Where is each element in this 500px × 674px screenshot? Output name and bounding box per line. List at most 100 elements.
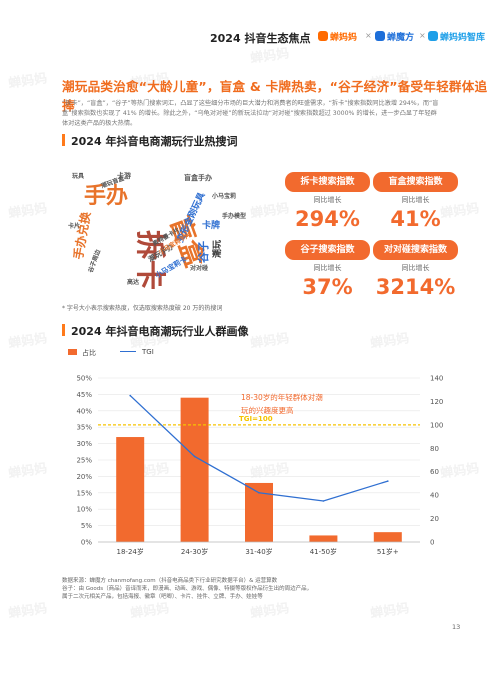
y-tick-right: 60 [430,468,439,476]
y-tick-left: 50% [76,375,92,383]
watermark-text: 蝉妈妈 [7,461,49,482]
tgi-point [193,455,196,458]
tgi-point [387,480,389,482]
section-accent-bar [62,324,65,336]
cloud-word: 手办兑换 [70,210,93,261]
x-tick-label: 31-40岁 [245,547,272,556]
watermark-text: 蝉妈妈 [7,71,49,92]
metric-label: 盲盒搜索指数 [373,172,458,192]
cloud-word: 卡片 [68,222,80,230]
y-tick-left: 25% [76,457,92,465]
intro-paragraph: “拆卡”，“盲盒”，“谷子”等热门搜索词汇，凸显了这些细分市场的巨大潜力和消费者… [62,100,439,127]
cloud-word: 玩具 [72,172,84,180]
cloud-word: 潮玩 [211,240,223,258]
y-tick-right: 140 [430,375,443,383]
watermark-text: 蝉妈妈 [7,601,49,622]
cloud-word: 谷子 [196,241,210,263]
watermark-text: 蝉妈妈 [249,201,291,222]
cloud-word: 手办 [84,184,128,209]
chart-annotation: 18-30岁的年轻群体对潮 [241,392,323,402]
chanmofang-logo-icon [375,31,385,41]
source-line: 数据来源：蝉魔方 chanmofang.com（抖音电商品类下行业研究数据平台）… [62,578,278,584]
metric-value: 41% [390,207,441,231]
y-tick-right: 20 [430,515,439,523]
tgi-point [322,500,325,502]
metric-sub: 同比增长 [401,264,430,272]
watermark-text: 蝉妈妈 [369,331,411,352]
y-tick-left: 10% [76,506,92,514]
cloud-word: 对对碰 [190,264,208,272]
word-cloud: 盲盒 拆卡 手办 手办兑换 变形金刚玩具 卡牌 谷子 潮玩 小马宝莉卡 潮玩手办… [62,158,247,290]
x-tick-label: 41-50岁 [310,547,337,556]
chart-annotation: 玩的兴趣度更高 [241,405,294,415]
header-bar: 2024 抖音生态焦点 蝉妈妈 × 蝉魔方 × 蝉妈妈智库 [0,0,500,62]
cloud-word: 高达 [127,278,139,286]
bar [180,397,209,542]
y-tick-left: 15% [76,489,92,497]
cloud-word: 拆卡 [132,230,167,290]
y-tick-left: 35% [76,424,92,432]
watermark-text: 蝉妈妈 [7,201,49,222]
watermark-text: 蝉妈妈 [7,331,49,352]
metric-sub: 同比增长 [313,196,342,204]
cloud-word: 谷子周边 [86,247,102,273]
legend-line: TGI [120,348,154,356]
legend-swatch-bar [68,349,77,355]
section-title-hot-search: 2024 年抖音电商潮玩行业热搜词 [62,133,237,149]
metric-label: 对对碰搜索指数 [373,240,458,260]
watermark-text: 蝉妈妈 [249,331,291,352]
bar [373,532,402,542]
x-tick-label: 18-24岁 [117,547,144,556]
brand-chanmama-zhiku: 蝉妈妈智库 [428,30,485,43]
metric-card: 谷子搜索指数 同比增长 37% [285,240,370,299]
page-headline: 潮玩品类治愈“大龄儿童”，盲盒 & 卡牌热卖，“谷子经济”备受年轻群体追捧 [62,79,488,113]
brand-chanmofang: 蝉魔方 [375,30,414,43]
brand-chanmama: 蝉妈妈 [318,30,357,43]
y-tick-right: 80 [430,445,439,453]
metric-label: 谷子搜索指数 [285,240,370,260]
watermark-text: 蝉妈妈 [369,601,411,622]
cloud-word: 小马宝莉 [211,192,236,200]
y-tick-right: 100 [430,421,443,429]
metric-value: 294% [295,207,360,231]
bar [116,437,145,542]
metric-card: 拆卡搜索指数 同比增长 294% [285,172,370,231]
y-tick-left: 45% [76,391,92,399]
cloud-word: 盲盒手办 [184,173,212,182]
watermark-text: 蝉妈妈 [129,601,171,622]
y-tick-right: 40 [430,492,439,500]
audience-chart: 0% 5% 10% 15% 20% 25% 30% 35% 40% 45% 50% 0 20 40 60 80… [76,375,443,557]
section-accent-bar [62,134,65,146]
y-tick-left: 30% [76,440,92,448]
reference-label: TGI=100 [239,415,273,423]
tgi-point [258,492,260,494]
cloud-word: 卡牌 [202,219,220,231]
footnote: * 字号大小表示搜索热度，仅选取搜索热度破 20 万的热搜词 [62,305,223,312]
x-tick-label: 24-30岁 [181,547,208,556]
source-notes: 数据来源：蝉魔方 chanmofang.com（抖音电商品类下行业研究数据平台）… [62,577,442,601]
source-line: 属于二次元相关产品，包括海报、徽章（吧唧）、卡片、挂件、立牌、手办、娃娃等 [62,594,263,600]
zhiku-logo-icon [428,31,438,41]
legend-swatch-line [120,350,136,352]
report-title: 2024 抖音生态焦点 [210,32,311,45]
y-tick-left: 40% [76,407,92,415]
tgi-point [129,394,131,397]
source-line: 谷子：由 Goods（商品）音译而来，即漫画、动画、游戏、偶像、特摄等版权作品衍… [62,586,313,592]
chanmama-logo-icon [318,31,328,41]
section-title-audience: 2024 年抖音电商潮玩行业人群画像 [62,323,248,339]
bar [245,482,273,542]
bar [309,535,338,542]
metric-sub: 同比增长 [401,196,430,204]
y-tick-right: 120 [430,398,443,406]
watermark-text: 蝉妈妈 [249,601,291,622]
legend-bar: 占比 [68,348,96,358]
y-tick-right: 0 [430,539,434,547]
y-tick-left: 0% [81,539,92,547]
y-tick-left: 20% [76,473,92,481]
x-tick-label: 51岁+ [377,547,399,556]
metric-card: 盲盒搜索指数 同比增长 41% [373,172,458,231]
cloud-word: 卡游 [117,171,131,180]
brand-separator: × [365,31,372,40]
brand-separator-2: × [419,31,426,40]
cloud-word: 手办模型 [222,212,246,220]
